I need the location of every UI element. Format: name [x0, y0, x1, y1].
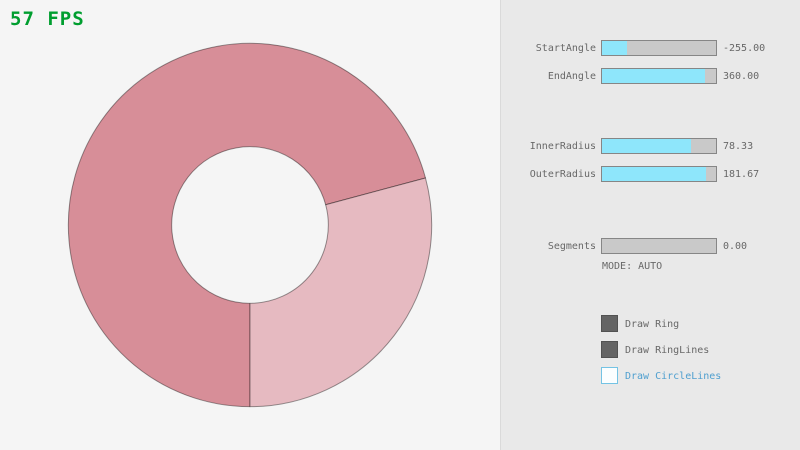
segments-slider[interactable]: [601, 238, 717, 254]
slider-fill: [602, 69, 705, 83]
innerradius-value: 78.33: [723, 141, 754, 152]
checkbox-row-draw-ringlines: Draw RingLines: [601, 341, 800, 358]
slider-row-startangle: StartAngle -255.00: [501, 40, 800, 56]
slider-fill: [602, 41, 627, 55]
slider-row-endangle: EndAngle 360.00: [501, 68, 800, 84]
slider-row-innerradius: InnerRadius 78.33: [501, 138, 800, 154]
slider-row-outerradius: OuterRadius 181.67: [501, 166, 800, 182]
endangle-value: 360.00: [723, 71, 760, 82]
draw-circlelines-checkbox[interactable]: [601, 367, 618, 384]
fps-counter: 57 FPS: [10, 8, 85, 30]
draw-ring-label: Draw Ring: [625, 319, 680, 330]
startangle-value: -255.00: [723, 43, 766, 54]
ring-double-drawn-region: [67, 42, 427, 408]
outerradius-label: OuterRadius: [529, 169, 596, 180]
startangle-slider[interactable]: [601, 40, 717, 56]
controls-panel: StartAngle -255.00 EndAngle 360.00 Inner…: [500, 0, 800, 450]
ring-single-drawn-region: [249, 177, 433, 408]
segments-value: 0.00: [723, 241, 748, 252]
outerradius-slider[interactable]: [601, 166, 717, 182]
draw-ring-checkbox[interactable]: [601, 315, 618, 332]
innerradius-slider[interactable]: [601, 138, 717, 154]
slider-row-segments: Segments 0.00: [501, 238, 800, 254]
outerradius-value: 181.67: [723, 169, 760, 180]
checkbox-row-draw-circlelines: Draw CircleLines: [601, 367, 800, 384]
slider-fill: [602, 167, 706, 181]
draw-circlelines-label: Draw CircleLines: [625, 371, 722, 382]
slider-fill: [602, 139, 692, 153]
mode-label: MODE: AUTO: [602, 261, 663, 272]
startangle-label: StartAngle: [535, 43, 596, 54]
endangle-slider[interactable]: [601, 68, 717, 84]
innerradius-label: InnerRadius: [529, 141, 596, 152]
checkbox-row-draw-ring: Draw Ring: [601, 315, 800, 332]
draw-ringlines-label: Draw RingLines: [625, 345, 710, 356]
ring-svg: [67, 42, 433, 408]
draw-ringlines-checkbox[interactable]: [601, 341, 618, 358]
segments-label: Segments: [547, 241, 596, 252]
endangle-label: EndAngle: [547, 71, 596, 82]
